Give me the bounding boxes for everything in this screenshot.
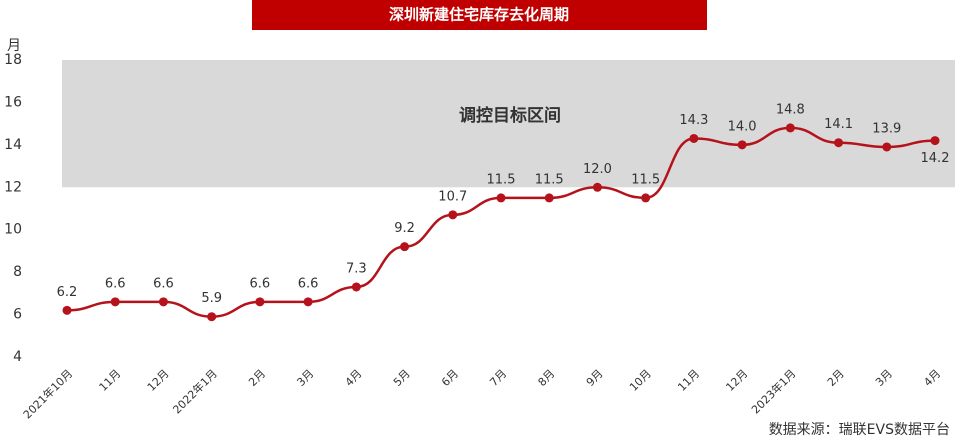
title-box bbox=[252, 0, 707, 30]
point bbox=[930, 136, 940, 146]
x-tick-label: 4月 bbox=[921, 367, 943, 389]
point bbox=[882, 142, 892, 152]
value-label: 11.5 bbox=[535, 172, 564, 187]
point bbox=[496, 193, 506, 203]
value-label: 14.2 bbox=[921, 151, 950, 166]
point bbox=[592, 182, 602, 192]
y-tick-label: 18 bbox=[4, 52, 22, 68]
x-tick-label: 6月 bbox=[439, 367, 461, 389]
y-tick-label: 14 bbox=[4, 137, 22, 153]
chart-title: 深圳新建住宅库存去化周期 bbox=[389, 6, 569, 24]
value-label: 6.2 bbox=[57, 285, 78, 300]
x-tick-label: 10月 bbox=[627, 367, 654, 394]
point bbox=[351, 282, 361, 292]
x-tick-label: 2月 bbox=[246, 367, 268, 389]
value-label: 6.6 bbox=[153, 276, 174, 291]
x-tick-label: 4月 bbox=[343, 367, 365, 389]
x-tick-label: 2021年10月 bbox=[20, 366, 75, 421]
x-tick-label: 3月 bbox=[873, 367, 895, 389]
value-label: 12.0 bbox=[583, 162, 612, 177]
point bbox=[207, 312, 217, 322]
value-label: 6.6 bbox=[250, 276, 271, 291]
point bbox=[400, 242, 410, 252]
y-axis-label: 月 bbox=[7, 38, 21, 54]
value-label: 14.8 bbox=[776, 102, 805, 117]
y-tick-label: 4 bbox=[13, 349, 22, 365]
x-tick-label: 5月 bbox=[391, 367, 413, 389]
x-tick-label: 2月 bbox=[825, 367, 847, 389]
x-tick-label: 12月 bbox=[723, 367, 750, 394]
x-tick-label: 8月 bbox=[536, 367, 558, 389]
value-label: 14.0 bbox=[728, 119, 757, 134]
point bbox=[303, 297, 313, 307]
value-label: 7.3 bbox=[346, 261, 367, 276]
band-label: 调控目标区间 bbox=[459, 105, 561, 126]
target-band bbox=[62, 60, 955, 188]
x-tick-label: 9月 bbox=[584, 367, 606, 389]
x-tick-label: 11月 bbox=[675, 367, 702, 394]
x-tick-label: 7月 bbox=[487, 367, 509, 389]
point bbox=[689, 133, 699, 143]
value-label: 14.3 bbox=[679, 113, 708, 128]
value-label: 11.5 bbox=[631, 172, 660, 187]
y-tick-label: 8 bbox=[13, 264, 22, 280]
point bbox=[255, 297, 265, 307]
x-tick-label: 2023年1月 bbox=[748, 366, 798, 416]
value-label: 14.1 bbox=[824, 117, 853, 132]
value-label: 5.9 bbox=[201, 291, 222, 306]
point bbox=[834, 138, 844, 148]
x-tick-label: 12月 bbox=[145, 367, 172, 394]
y-tick-label: 6 bbox=[13, 307, 22, 323]
source: 数据来源：瑞联EVS数据平台 bbox=[769, 422, 950, 438]
x-tick-label: 3月 bbox=[294, 367, 316, 389]
y-tick-label: 16 bbox=[4, 94, 22, 110]
point bbox=[785, 123, 795, 133]
value-label: 9.2 bbox=[394, 221, 415, 236]
point bbox=[158, 297, 168, 307]
value-label: 6.6 bbox=[105, 276, 126, 291]
value-label: 10.7 bbox=[438, 189, 467, 204]
x-tick-label: 2022年1月 bbox=[170, 366, 220, 416]
point bbox=[641, 193, 651, 203]
y-tick-label: 10 bbox=[4, 222, 22, 238]
value-label: 6.6 bbox=[298, 276, 319, 291]
point bbox=[544, 193, 554, 203]
y-tick-label: 12 bbox=[4, 179, 22, 195]
point bbox=[62, 305, 72, 315]
x-tick-label: 11月 bbox=[97, 367, 124, 394]
point bbox=[737, 140, 747, 150]
value-label: 13.9 bbox=[872, 121, 901, 136]
point bbox=[448, 210, 458, 220]
value-label: 11.5 bbox=[487, 172, 516, 187]
point bbox=[110, 297, 120, 307]
